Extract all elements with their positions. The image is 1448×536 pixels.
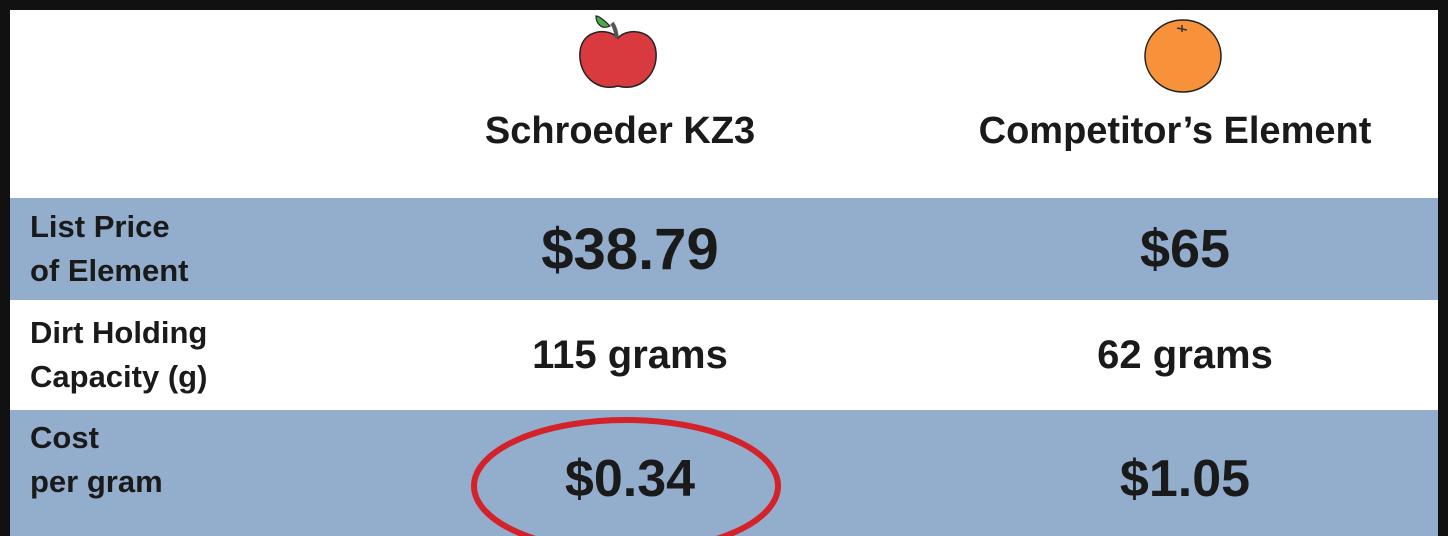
highlight-circle	[460, 408, 800, 536]
label-line: Capacity (g)	[30, 355, 207, 399]
column-header: Competitor’s Element	[920, 110, 1430, 153]
apple-icon	[570, 14, 670, 94]
frame-border	[0, 0, 1448, 10]
cell: $65	[930, 198, 1440, 300]
label-line: List Price	[30, 205, 188, 249]
label-line: Dirt Holding	[30, 311, 207, 355]
label-line: Cost	[30, 416, 163, 460]
cell: 115 grams	[430, 302, 830, 408]
orange-icon	[1140, 16, 1230, 96]
cell: $38.79	[430, 198, 830, 300]
frame-border	[0, 0, 10, 536]
cell: 62 grams	[930, 302, 1440, 408]
label-line: per gram	[30, 460, 163, 504]
cell: $1.05	[930, 410, 1440, 536]
label-line: of Element	[30, 249, 188, 293]
comparison-table: Schroeder KZ3 Competitor’s Element List …	[0, 0, 1448, 536]
column-header: Schroeder KZ3	[420, 110, 820, 153]
